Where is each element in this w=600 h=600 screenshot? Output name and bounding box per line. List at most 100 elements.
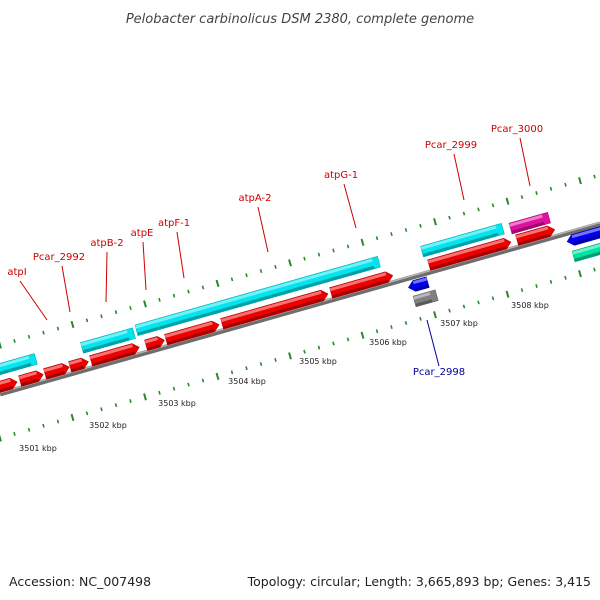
outer-tick [100, 314, 103, 319]
inner-tick [375, 329, 379, 334]
outer-tick [448, 215, 451, 220]
cds-feature-shadow [429, 246, 507, 271]
cds-feature-shine [68, 358, 83, 366]
outer-tick [158, 297, 161, 302]
cds-feature-shine [144, 337, 159, 344]
inner-tick [419, 316, 422, 321]
inner-tick [158, 390, 161, 395]
inner-tick [230, 370, 234, 375]
outer-tick [245, 273, 248, 278]
outer-tick-track [0, 174, 596, 349]
inner-tick [70, 413, 75, 422]
outer-tick [535, 191, 538, 195]
rna-feature [508, 211, 551, 235]
outer-tick [143, 300, 147, 308]
outer-tick [114, 310, 118, 315]
outer-tick [346, 244, 350, 249]
kbp-label: 3502 kbp [89, 421, 127, 430]
cds-feature [427, 238, 512, 271]
kbp-scale-labels: 3501 kbp 3502 kbp 3503 kbp 3504 kbp 3505 kbp… [19, 301, 549, 453]
inner-tick [433, 311, 437, 319]
gene-feature [80, 327, 136, 354]
cds-feature-shine [164, 321, 213, 338]
gene-labels: atpI Pcar_2992 atpB-2 atpE atpF-1 atpA-2 atpG-… [7, 124, 543, 378]
outer-tick [564, 182, 567, 187]
outer-tick [70, 320, 75, 329]
outer-tick [477, 207, 480, 212]
feature-track [0, 211, 600, 396]
misc-feature-body [571, 240, 600, 263]
outer-tick [520, 195, 524, 200]
cds-feature-body [0, 377, 18, 396]
reverse-feature [566, 225, 600, 246]
cds-feature-shadow [517, 233, 551, 246]
inner-tick [100, 407, 103, 412]
inner-tick [187, 382, 190, 387]
rna-feature-shine [509, 214, 543, 227]
outer-tick [505, 197, 510, 205]
map-title: Pelobacter carbinolicus DSM 2380, comple… [126, 12, 474, 27]
outer-tick [288, 259, 292, 267]
gene-feature-shine [0, 355, 30, 370]
cds-feature-shadow [166, 328, 215, 345]
cds-feature-shine [43, 364, 63, 373]
outer-tick [375, 236, 379, 241]
inner-tick [346, 337, 350, 342]
other-feature-body [412, 289, 439, 308]
inner-tick [129, 399, 132, 403]
other-feature-shine [413, 292, 431, 300]
cds-feature-shadow [20, 378, 39, 387]
cds-feature-shadow [70, 365, 85, 373]
outer-tick [172, 293, 176, 298]
gene-feature-shadow [82, 337, 130, 354]
inner-tick [448, 308, 451, 313]
summary-text: Topology: circular; Length: 3,665,893 bp… [247, 574, 591, 589]
leader-line [61, 265, 71, 313]
outer-tick [549, 186, 553, 191]
gene-label-atpg-1: atpG-1 [324, 170, 358, 181]
outer-tick [0, 341, 2, 349]
outer-tick [274, 264, 277, 269]
gene-feature [420, 223, 505, 258]
outer-tick [491, 203, 495, 208]
reverse-feature [408, 276, 430, 292]
outer-tick [593, 174, 596, 179]
kbp-label: 3507 kbp [440, 319, 478, 328]
kbp-label: 3504 kbp [228, 377, 266, 386]
reverse-feature-shine [571, 225, 600, 239]
cds-feature-shadow [91, 351, 135, 367]
leader-line [343, 183, 357, 229]
gene-feature-shine [135, 258, 373, 329]
outer-tick [433, 218, 437, 226]
outer-tick [259, 269, 263, 273]
leader-line [519, 137, 531, 187]
gene-feature-shadow [422, 232, 499, 257]
gene-feature-shadow [0, 362, 32, 377]
kbp-label: 3508 kbp [511, 301, 549, 310]
cds-feature [329, 271, 394, 299]
other-feature-shadow [415, 299, 433, 307]
cds-feature-shine [515, 226, 549, 239]
inner-tick [27, 427, 31, 432]
inner-tick [288, 352, 292, 360]
inner-tick [0, 434, 2, 442]
inner-tick [201, 378, 205, 383]
inner-tick [172, 386, 176, 391]
inner-tick [85, 411, 89, 416]
misc-feature-shine [572, 243, 600, 255]
outer-tick [303, 256, 306, 261]
inner-tick [360, 331, 365, 339]
gene-feature [134, 256, 381, 337]
cds-feature [43, 363, 70, 380]
cds-feature [68, 357, 89, 373]
rna-feature-shadow [511, 221, 545, 234]
leader-line [19, 280, 48, 321]
misc-feature [571, 240, 600, 263]
cds-feature [144, 336, 165, 351]
inner-tick [42, 423, 45, 428]
inner-tick [56, 419, 60, 424]
outer-tick [13, 338, 16, 343]
accession-text: Accession: NC_007498 [9, 574, 151, 589]
gene-label-pcar-2992: Pcar_2992 [33, 252, 85, 263]
